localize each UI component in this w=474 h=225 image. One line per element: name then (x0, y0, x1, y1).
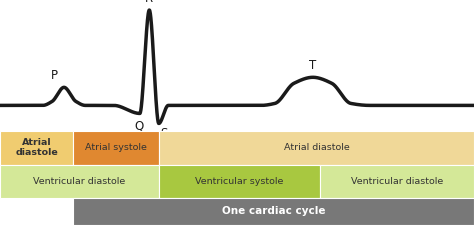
Text: Atrial diastole: Atrial diastole (283, 143, 349, 152)
Text: R: R (145, 0, 154, 5)
Bar (73, 130, 159, 164)
Text: Atrial
diastole: Atrial diastole (15, 138, 58, 157)
Text: Ventricular systole: Ventricular systole (195, 177, 283, 186)
Text: P: P (51, 69, 58, 82)
Text: One cardiac cycle: One cardiac cycle (222, 206, 326, 216)
Text: S: S (160, 128, 167, 140)
Text: Q: Q (134, 119, 144, 133)
Text: Ventricular diastole: Ventricular diastole (351, 177, 443, 186)
Bar (73, 198, 474, 225)
Bar (0, 164, 159, 198)
Bar (159, 130, 474, 164)
Text: T: T (309, 59, 317, 72)
Bar (320, 164, 474, 198)
Text: Atrial systole: Atrial systole (85, 143, 147, 152)
Bar (0, 130, 73, 164)
Bar (159, 164, 320, 198)
Text: Ventricular diastole: Ventricular diastole (33, 177, 126, 186)
